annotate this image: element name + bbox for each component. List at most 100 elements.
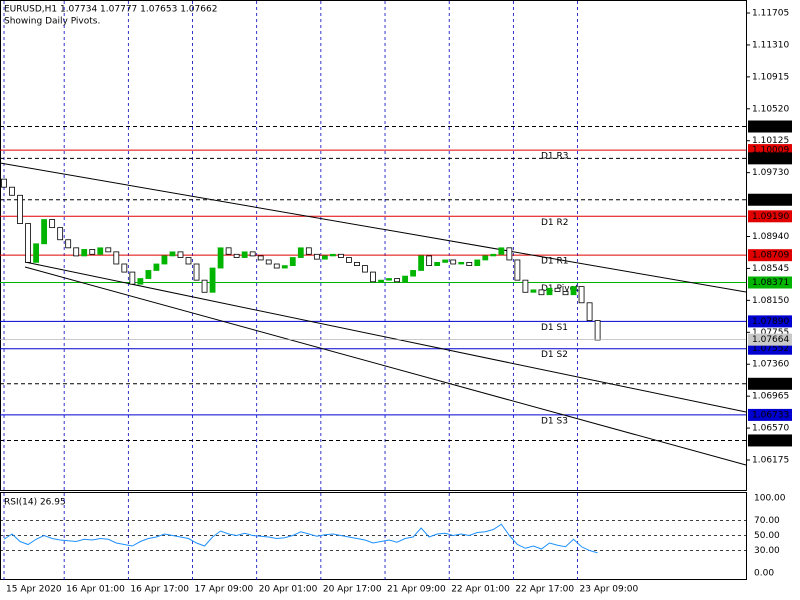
- candle: [17, 194, 23, 224]
- candle: [33, 243, 39, 263]
- candle: [145, 270, 152, 279]
- candle: [289, 257, 296, 267]
- candle: [217, 247, 224, 269]
- candle: [482, 255, 489, 261]
- candle: [73, 247, 80, 257]
- x-tick-label: 16 Apr 17:00: [130, 585, 189, 595]
- rsi-tick-label: 100.00: [754, 494, 786, 504]
- y-tick-label: 1.10520: [752, 104, 789, 114]
- level-box: [748, 152, 792, 165]
- level-label: 1.07890: [752, 317, 789, 327]
- level-box: [748, 210, 792, 223]
- level-box: [748, 249, 792, 262]
- pivot-label: D1 R3: [541, 152, 569, 162]
- candle: [81, 249, 88, 257]
- candle: [201, 279, 208, 293]
- level-box: [748, 342, 792, 355]
- pivot-label: D1 S3: [541, 416, 568, 426]
- y-tick-label: 1.06965: [752, 392, 789, 402]
- candle: [354, 261, 360, 267]
- pivot-label: D1 R1: [541, 257, 569, 267]
- level-box: [748, 434, 792, 447]
- candle: [514, 259, 521, 281]
- candle: [233, 253, 240, 258]
- chart-subtitle: Showing Daily Pivots.: [4, 17, 100, 27]
- x-tick-label: 22 Apr 01:00: [451, 585, 510, 595]
- candle: [57, 227, 64, 241]
- candle: [49, 219, 56, 229]
- candle: [466, 261, 473, 267]
- current-price-box: [748, 333, 792, 346]
- level-label: 1.10301: [752, 122, 789, 132]
- y-tick-label: 1.08150: [752, 296, 789, 306]
- candle: [474, 259, 481, 267]
- level-box: [748, 408, 792, 421]
- candle: [338, 253, 344, 258]
- x-tick-label: 16 Apr 01:00: [66, 585, 125, 595]
- candle: [321, 255, 328, 260]
- x-tick-label: 15 Apr 2020: [6, 585, 62, 595]
- candle: [570, 286, 577, 296]
- candle: [506, 247, 513, 261]
- level-box: [748, 193, 792, 206]
- x-tick-label: 20 Apr 17:00: [323, 585, 382, 595]
- candle: [370, 271, 376, 283]
- main-panel: [0, 0, 747, 491]
- level-box: [748, 377, 792, 390]
- candle: [586, 302, 593, 321]
- candle: [346, 257, 352, 263]
- candle: [25, 223, 31, 263]
- candle: [113, 251, 120, 265]
- candle: [97, 247, 104, 255]
- candle: [169, 251, 176, 257]
- candle: [121, 263, 128, 273]
- candle: [538, 289, 545, 296]
- candle: [305, 247, 312, 255]
- pivot-label: D1 R2: [541, 218, 569, 228]
- x-tick-label: 21 Apr 09:00: [387, 585, 446, 595]
- level-label: 1.07552: [752, 344, 789, 354]
- y-tick-label: 1.07360: [752, 360, 789, 370]
- rsi-panel: [0, 492, 747, 580]
- level-box: [748, 315, 792, 328]
- rsi-tick-label: 30.00: [754, 546, 780, 556]
- y-tick-label: 1.11705: [752, 9, 789, 19]
- candle: [458, 261, 465, 265]
- candle: [442, 259, 449, 263]
- candle: [129, 271, 136, 285]
- candle: [562, 291, 569, 296]
- candle: [273, 263, 280, 269]
- candle: [193, 263, 200, 281]
- level-label: 1.08371: [752, 278, 789, 288]
- candle: [297, 247, 304, 258]
- candle: [1, 178, 7, 188]
- level-label: 1.09907: [752, 154, 789, 164]
- candle: [426, 255, 433, 267]
- candle: [153, 263, 160, 271]
- x-tick-label: 20 Apr 01:00: [259, 585, 318, 595]
- candle: [257, 255, 264, 261]
- candle: [249, 251, 256, 257]
- y-tick-label: 1.06175: [752, 456, 789, 466]
- x-tick-label: 22 Apr 17:00: [515, 585, 574, 595]
- candle: [386, 278, 392, 281]
- level-label: 1.06417: [752, 436, 789, 446]
- candle: [490, 253, 497, 257]
- pivot-label: D1 S1: [541, 323, 568, 333]
- candle: [105, 247, 112, 253]
- current-price-label: 1.07664: [752, 335, 789, 345]
- candle: [65, 239, 72, 249]
- level-label: 1.06733: [752, 410, 789, 420]
- y-tick-label: 1.07755: [752, 328, 789, 338]
- rsi-title: RSI(14) 26.95: [4, 498, 66, 508]
- rsi-tick-label: 0.00: [754, 569, 774, 579]
- y-tick-label: 1.08940: [752, 232, 789, 242]
- level-label: 1.09190: [752, 212, 789, 222]
- candle: [546, 287, 553, 296]
- candle: [281, 265, 288, 269]
- level-box: [748, 120, 792, 133]
- candle: [185, 257, 192, 265]
